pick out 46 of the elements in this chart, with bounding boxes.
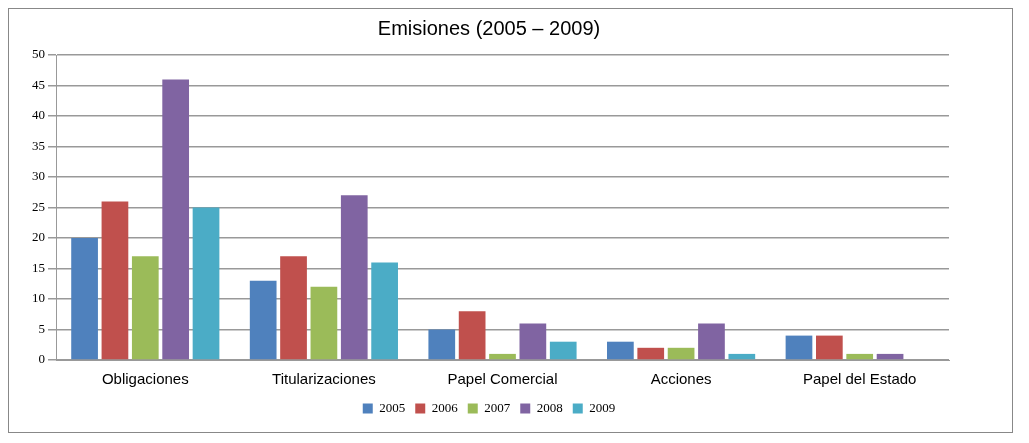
bar bbox=[846, 353, 874, 360]
y-tick-label: 35 bbox=[32, 137, 45, 153]
bar bbox=[71, 238, 98, 360]
bar bbox=[637, 347, 665, 360]
bar bbox=[876, 353, 904, 360]
bar bbox=[607, 341, 634, 360]
legend-label: 2006 bbox=[431, 399, 459, 415]
x-tick-label: Acciones bbox=[650, 370, 712, 388]
x-tick-label: Obligaciones bbox=[101, 370, 189, 388]
y-tick-label: 20 bbox=[32, 229, 45, 245]
bar bbox=[458, 311, 486, 360]
y-tick-label: 15 bbox=[32, 259, 45, 275]
bar bbox=[815, 335, 843, 360]
legend-label: 2009 bbox=[589, 399, 616, 415]
y-tick-label: 40 bbox=[32, 107, 45, 123]
bar bbox=[162, 79, 190, 360]
bar bbox=[101, 201, 129, 360]
y-tick-label: 10 bbox=[32, 290, 45, 306]
y-tick-label: 45 bbox=[32, 76, 45, 92]
bar bbox=[785, 335, 813, 360]
chart-title: Emisiones (2005 – 2009) bbox=[377, 16, 601, 39]
y-tick-label: 25 bbox=[32, 198, 45, 214]
bar bbox=[728, 353, 756, 360]
y-tick-label: 5 bbox=[38, 320, 45, 336]
bar bbox=[549, 341, 577, 360]
x-tick-label: Titularizaciones bbox=[272, 370, 376, 388]
bar bbox=[310, 286, 338, 360]
bar bbox=[489, 353, 516, 360]
y-tick-label: 30 bbox=[32, 168, 45, 184]
legend-label: 2005 bbox=[379, 399, 406, 415]
y-tick-label: 0 bbox=[38, 351, 45, 367]
bar bbox=[340, 195, 368, 360]
legend-label: 2008 bbox=[536, 399, 563, 415]
bar bbox=[249, 280, 277, 360]
bar bbox=[280, 256, 307, 360]
x-tick-label: Papel del Estado bbox=[802, 370, 917, 388]
bar bbox=[428, 329, 456, 360]
y-tick-label: 50 bbox=[32, 46, 45, 62]
bar bbox=[698, 323, 725, 360]
bar bbox=[192, 207, 220, 360]
bar bbox=[371, 262, 398, 360]
bar bbox=[131, 256, 159, 360]
bar bbox=[519, 323, 547, 360]
legend-label: 2007 bbox=[484, 399, 511, 415]
bar bbox=[667, 347, 695, 360]
x-tick-label: Papel Comercial bbox=[447, 370, 558, 388]
